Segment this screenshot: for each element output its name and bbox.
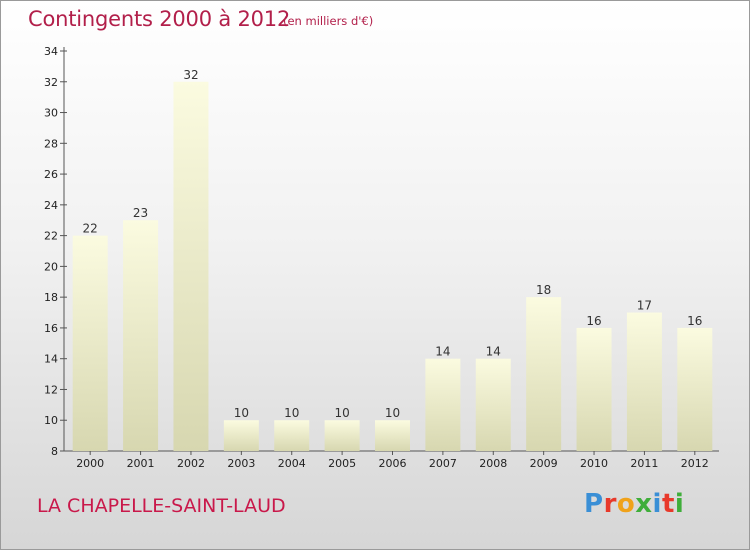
logo-letter: r	[603, 489, 617, 519]
bar-value-label: 14	[486, 345, 501, 359]
y-tick-label: 20	[44, 260, 58, 273]
logo-letter: x	[635, 489, 653, 519]
logo-letter: o	[616, 489, 636, 519]
commune-name: LA CHAPELLE-SAINT-LAUD	[37, 495, 286, 517]
x-tick-label: 2000	[76, 457, 104, 470]
bar-value-label: 18	[536, 283, 551, 297]
bar	[123, 220, 159, 451]
logo-letter: P	[584, 489, 604, 519]
bar	[223, 420, 259, 451]
x-tick-label: 2007	[429, 457, 457, 470]
y-tick-label: 28	[44, 137, 58, 150]
y-tick-label: 24	[44, 199, 58, 212]
x-tick-label: 2002	[177, 457, 205, 470]
logo-letter: i	[652, 489, 662, 519]
y-tick-label: 16	[44, 322, 58, 335]
x-tick-label: 2010	[580, 457, 608, 470]
bar	[626, 312, 662, 451]
bar-value-label: 10	[234, 406, 249, 420]
x-tick-label: 2012	[681, 457, 709, 470]
bar-value-label: 16	[687, 314, 702, 328]
y-tick-label: 32	[44, 76, 58, 89]
chart-labels: 22 2000 23 2001 32 2002 10 2003 10 2004 10 2005 10 20…	[76, 68, 709, 470]
y-tick-label: 8	[51, 445, 58, 458]
chart-bars	[72, 81, 713, 452]
bar-value-label: 10	[284, 406, 299, 420]
proxiti-logo: Proxiti	[584, 489, 684, 519]
chart-subtitle: (en milliers d'€)	[283, 14, 374, 28]
y-tick-label: 34	[44, 45, 58, 58]
bar-value-label: 22	[83, 222, 98, 236]
bar	[375, 420, 410, 451]
y-tick-label: 18	[44, 291, 58, 304]
chart-title: Contingents 2000 à 2012	[28, 7, 291, 31]
x-tick-label: 2006	[379, 457, 407, 470]
y-tick-label: 22	[44, 230, 58, 243]
bar	[72, 235, 108, 451]
bar	[475, 358, 511, 451]
x-tick-label: 2005	[328, 457, 356, 470]
y-tick-label: 12	[44, 383, 58, 396]
bar-value-label: 14	[435, 345, 450, 359]
bar-value-label: 23	[133, 206, 148, 220]
bar-value-label: 10	[334, 406, 349, 420]
y-tick-label: 30	[44, 107, 58, 120]
y-tick-label: 10	[44, 414, 58, 427]
bar-value-label: 16	[586, 314, 601, 328]
x-tick-label: 2011	[630, 457, 658, 470]
y-tick-label: 14	[44, 353, 58, 366]
x-tick-label: 2003	[227, 457, 255, 470]
logo-letter: i	[674, 489, 685, 519]
bar-value-label: 10	[385, 406, 400, 420]
bar-value-label: 32	[183, 68, 198, 82]
bar-value-label: 17	[637, 299, 652, 313]
x-tick-label: 2009	[530, 457, 558, 470]
y-tick-label: 26	[44, 168, 58, 181]
bar	[425, 358, 461, 451]
x-tick-label: 2008	[479, 457, 507, 470]
bar	[274, 420, 310, 451]
bar	[526, 297, 562, 451]
bar	[173, 81, 209, 452]
logo-letter: t	[661, 489, 675, 519]
bar	[677, 327, 713, 451]
bar	[576, 327, 612, 451]
x-tick-label: 2004	[278, 457, 306, 470]
x-tick-label: 2001	[127, 457, 155, 470]
bar	[324, 420, 360, 451]
